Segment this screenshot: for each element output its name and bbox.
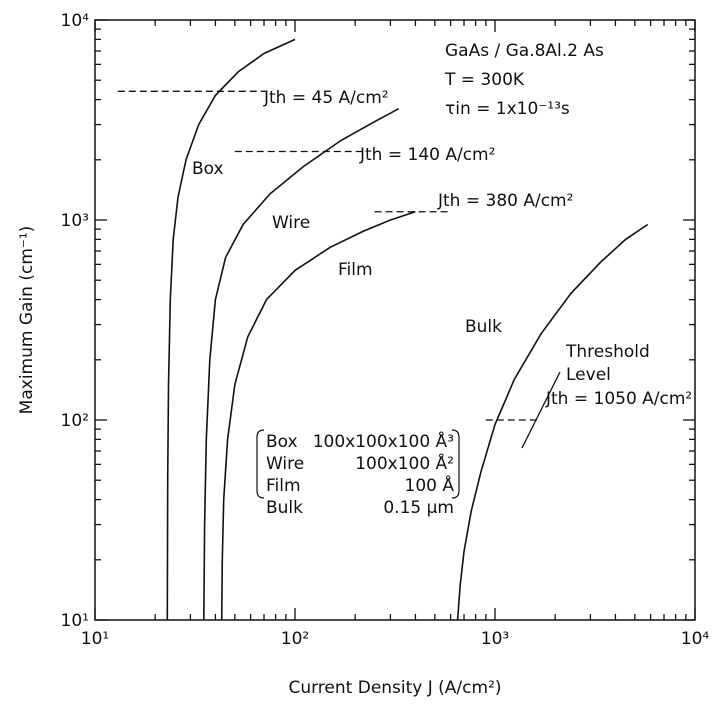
series-label-film: Film bbox=[338, 260, 373, 280]
material-label: GaAs / Ga.8Al.2 As bbox=[445, 41, 604, 61]
threshold-markers bbox=[117, 90, 540, 421]
series-label-bulk: Bulk bbox=[465, 317, 502, 337]
threshold-level-label-line2: Level bbox=[566, 365, 611, 385]
x-axis-label: Current Density J (A/cm²) bbox=[288, 678, 501, 698]
legend-name-bulk: Bulk bbox=[266, 498, 303, 518]
series-curve-wire bbox=[203, 107, 400, 621]
dimensions-legend: Box 100x100x100 Å³ Wire 100x100 Å² Film … bbox=[256, 429, 460, 518]
y-tick-label: 10³ bbox=[61, 211, 89, 231]
legend-size-bulk: 0.15 µm bbox=[383, 498, 454, 518]
axis-tick-labels: 10¹ 10² 10³ 10⁴ 10¹ 10² 10³ 10⁴ bbox=[61, 11, 710, 649]
series-curve-bulk bbox=[456, 223, 649, 621]
y-tick-label: 10² bbox=[61, 411, 89, 431]
axis-ticks bbox=[94, 19, 696, 621]
plot-frame bbox=[94, 19, 696, 621]
x-tick-label: 10² bbox=[281, 629, 309, 649]
threshold-label-bulk: Jth = 1050 A/cm² bbox=[545, 389, 692, 409]
series-curve-film bbox=[220, 210, 416, 621]
legend-bracket-left bbox=[256, 429, 265, 499]
y-axis-label: Maximum Gain (cm⁻¹) bbox=[17, 226, 37, 415]
y-tick-label: 10⁴ bbox=[61, 11, 90, 31]
series-label-box: Box bbox=[192, 159, 224, 179]
threshold-label-film: Jth = 380 A/cm² bbox=[437, 191, 573, 211]
gain-curves bbox=[166, 38, 649, 621]
legend-name-film: Film bbox=[266, 476, 301, 496]
temperature-label: T = 300K bbox=[444, 70, 525, 90]
legend-size-film: 100 Å bbox=[405, 474, 455, 496]
x-tick-label: 10⁴ bbox=[681, 629, 710, 649]
x-tick-label: 10¹ bbox=[81, 629, 109, 649]
legend-size-wire: 100x100 Å² bbox=[355, 452, 454, 474]
y-tick-label: 10¹ bbox=[61, 611, 89, 631]
series-curve-box bbox=[166, 38, 296, 621]
legend-size-box: 100x100x100 Å³ bbox=[313, 430, 454, 452]
legend-name-box: Box bbox=[266, 432, 298, 452]
conditions-header: GaAs / Ga.8Al.2 As T = 300K τin = 1x10⁻¹… bbox=[444, 41, 604, 119]
threshold-label-box: Jth = 45 A/cm² bbox=[263, 88, 389, 108]
threshold-level-leader bbox=[521, 371, 561, 449]
threshold-level-label-line1: Threshold bbox=[565, 342, 650, 362]
threshold-label-wire: Jth = 140 A/cm² bbox=[359, 145, 495, 165]
legend-name-wire: Wire bbox=[266, 454, 304, 474]
legend-bracket-right bbox=[451, 429, 460, 499]
relaxation-time-label: τin = 1x10⁻¹³s bbox=[445, 99, 570, 119]
series-label-wire: Wire bbox=[272, 213, 310, 233]
x-tick-label: 10³ bbox=[481, 629, 509, 649]
